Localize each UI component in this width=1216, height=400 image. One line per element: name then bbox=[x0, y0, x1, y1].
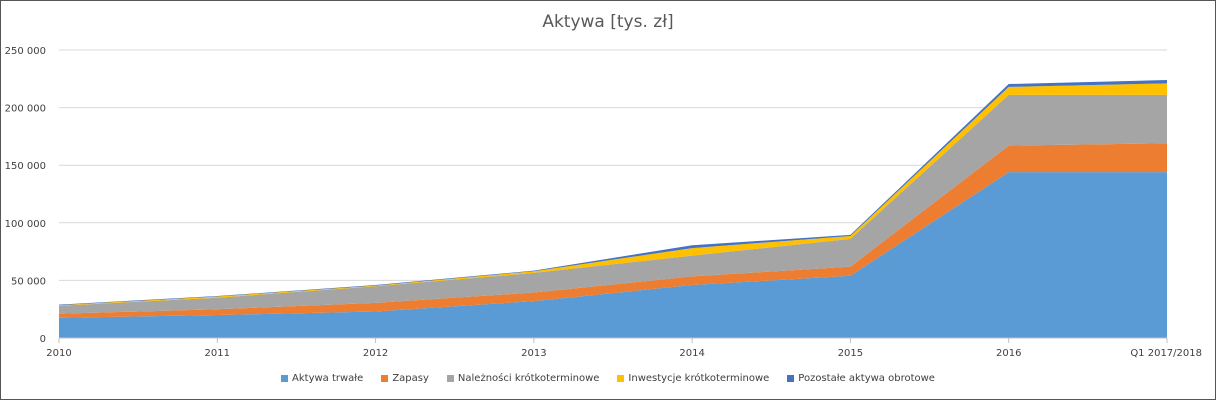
x-tick-label: 2012 bbox=[363, 348, 388, 359]
area-series bbox=[59, 80, 1167, 338]
legend-item: Aktywa trwałe bbox=[281, 373, 363, 384]
legend-label: Inwestycje krótkoterminowe bbox=[628, 373, 770, 384]
axes: 0 50 000 100 000 150 000 200 000 250 000 2010 2… bbox=[5, 46, 1202, 359]
legend-swatch bbox=[787, 375, 795, 382]
y-tick-label: 200 000 bbox=[5, 104, 46, 115]
legend-label: Zapasy bbox=[392, 373, 429, 384]
x-tick-label: 2011 bbox=[205, 348, 230, 359]
chart-title: Aktywa [tys. zł] bbox=[542, 12, 674, 32]
x-tick-label: 2010 bbox=[46, 348, 71, 359]
x-tick-label: 2016 bbox=[996, 348, 1021, 359]
y-tick-label: 100 000 bbox=[5, 219, 46, 230]
x-tick-label: 2014 bbox=[679, 348, 704, 359]
area-series-4 bbox=[59, 83, 1167, 306]
area-series-1 bbox=[59, 172, 1167, 338]
legend: Aktywa trwałe Zapasy Należności krótkoterm… bbox=[0, 373, 1216, 384]
legend-item: Pozostałe aktywa obrotowe bbox=[787, 373, 935, 384]
x-tick-label: Q1 2017/2018 bbox=[1130, 348, 1202, 359]
x-tick-label: 2013 bbox=[521, 348, 546, 359]
y-tick-label: 150 000 bbox=[5, 161, 46, 172]
legend-label: Należności krótkoterminowe bbox=[457, 373, 600, 384]
y-tick-label: 250 000 bbox=[5, 46, 46, 57]
legend-swatch bbox=[281, 375, 289, 382]
legend-item: Inwestycje krótkoterminowe bbox=[617, 373, 769, 384]
legend-label: Pozostałe aktywa obrotowe bbox=[798, 373, 935, 384]
y-tick-label: 0 bbox=[40, 334, 46, 345]
legend-label: Aktywa trwałe bbox=[292, 373, 364, 384]
legend-swatch bbox=[381, 375, 389, 382]
y-tick-label: 50 000 bbox=[11, 276, 46, 287]
legend-item: Zapasy bbox=[381, 373, 429, 384]
area-series-3 bbox=[59, 94, 1167, 314]
legend-swatch bbox=[617, 375, 625, 382]
legend-item: Należności krótkoterminowe bbox=[446, 373, 600, 384]
legend-swatch bbox=[446, 375, 454, 382]
x-tick-label: 2015 bbox=[838, 348, 863, 359]
area-series-2 bbox=[59, 143, 1167, 318]
